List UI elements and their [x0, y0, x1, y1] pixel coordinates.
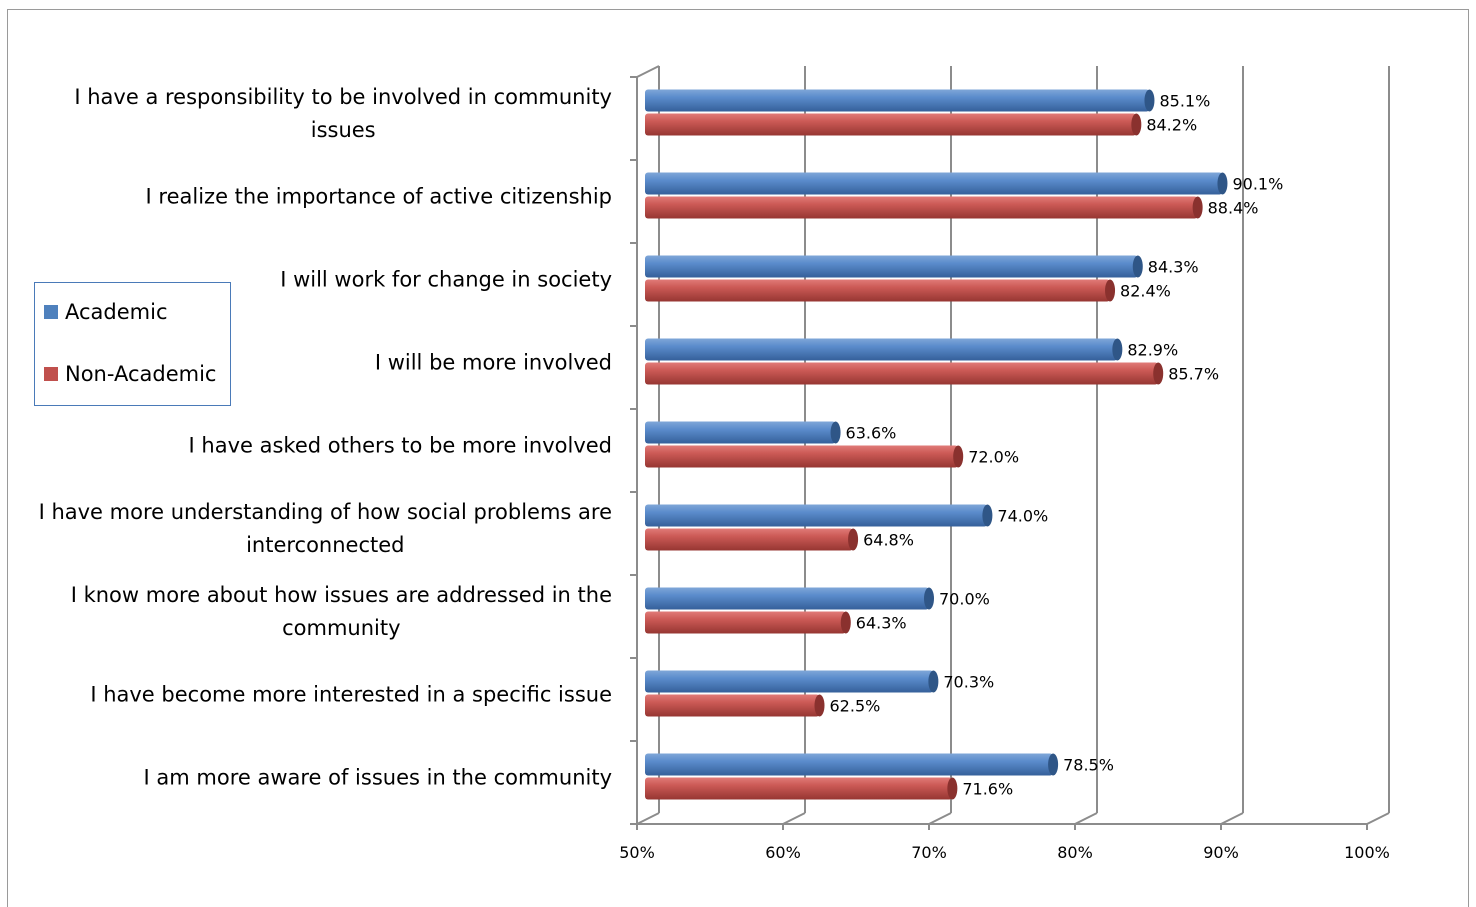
floor-line: [636, 812, 660, 825]
floor-line: [782, 812, 806, 825]
category-label: I have asked others to be more involved: [189, 434, 612, 458]
data-label: 70.3%: [943, 673, 994, 692]
labels: 50% 60% 70% 80% 90% 100% 85.1% 84.2% I have a re…: [39, 85, 1390, 862]
category-label: I know more about how issues are address…: [71, 583, 612, 607]
x-tick-label: 70%: [911, 843, 947, 862]
data-label: 85.1%: [1159, 92, 1210, 111]
legend-label-non-academic: Non-Academic: [65, 362, 217, 386]
data-label: 63.6%: [846, 424, 897, 443]
bar-end-cap: [840, 611, 851, 634]
floor-line: [1220, 812, 1244, 825]
x-tick-label: 50%: [619, 843, 655, 862]
x-tick-label: 100%: [1344, 843, 1390, 862]
data-label: 71.6%: [962, 780, 1013, 799]
bar-end-cap: [1105, 279, 1116, 302]
x-tick-label: 60%: [765, 843, 801, 862]
data-label: 64.3%: [856, 614, 907, 633]
bar-academic: [645, 338, 1118, 361]
bar-non-academic: [645, 528, 854, 551]
category-label: I realize the importance of active citiz…: [146, 185, 612, 209]
legend-item-academic: Academic: [44, 300, 168, 324]
bar-end-cap: [947, 777, 958, 800]
data-label: 84.2%: [1146, 116, 1197, 135]
bar-non-academic: [645, 362, 1159, 385]
bar-academic: [645, 172, 1223, 195]
bar-end-cap: [928, 670, 939, 693]
axes: [630, 65, 1368, 830]
bar-non-academic: [645, 611, 846, 634]
bar-end-cap: [924, 587, 934, 610]
data-label: 90.1%: [1232, 175, 1283, 194]
bar-academic: [645, 89, 1150, 112]
bar-academic: [645, 421, 836, 444]
bar-non-academic: [645, 279, 1111, 302]
data-label: 72.0%: [968, 448, 1019, 467]
data-label: 74.0%: [997, 507, 1048, 526]
category-label: I have become more interested in a speci…: [90, 683, 612, 707]
floor-line: [1366, 812, 1390, 825]
chart-frame: [7, 9, 1469, 907]
bar-end-cap: [1144, 89, 1155, 112]
bar-end-cap: [1131, 113, 1142, 136]
bar-end-cap: [1112, 338, 1123, 361]
bar-end-cap: [953, 445, 964, 468]
bar-academic: [645, 587, 929, 610]
floor-line: [1074, 812, 1098, 825]
data-label: 62.5%: [830, 697, 881, 716]
bar-academic: [645, 504, 988, 527]
bar-end-cap: [848, 528, 859, 551]
bars: [645, 89, 1228, 800]
bar-academic: [645, 670, 934, 693]
bar-academic: [645, 753, 1054, 776]
data-label: 70.0%: [939, 590, 990, 609]
bar-end-cap: [1132, 255, 1143, 278]
bar-non-academic: [645, 445, 959, 468]
legend-swatch-academic: [44, 305, 58, 319]
bar-end-cap: [1048, 753, 1059, 776]
data-label: 64.8%: [863, 531, 914, 550]
category-label: community: [282, 616, 400, 640]
x-tick-label: 90%: [1203, 843, 1239, 862]
bar-non-academic: [645, 777, 953, 800]
bar-end-cap: [982, 504, 993, 527]
data-label: 82.9%: [1127, 341, 1178, 360]
category-label: I am more aware of issues in the communi…: [144, 766, 612, 790]
category-label: interconnected: [246, 533, 404, 557]
bar-academic: [645, 255, 1138, 278]
floor-line: [928, 812, 952, 825]
category-label: issues: [311, 118, 376, 142]
legend-swatch-non-academic: [44, 367, 58, 381]
bar-non-academic: [645, 196, 1198, 219]
bar-end-cap: [1153, 362, 1164, 385]
bar-end-cap: [1217, 172, 1228, 195]
data-label: 84.3%: [1148, 258, 1199, 277]
side-wall-top: [636, 65, 660, 78]
bar-end-cap: [814, 694, 825, 717]
category-label: I will be more involved: [375, 351, 612, 375]
data-label: 82.4%: [1120, 282, 1171, 301]
category-label: I have more understanding of how social …: [39, 500, 612, 524]
data-label: 78.5%: [1063, 756, 1114, 775]
legend-item-non-academic: Non-Academic: [44, 362, 216, 386]
data-label: 88.4%: [1208, 199, 1259, 218]
bar-non-academic: [645, 113, 1137, 136]
data-label: 85.7%: [1168, 365, 1219, 384]
legend: Academic Non-Academic: [34, 282, 231, 406]
bar-end-cap: [1192, 196, 1203, 219]
bar-non-academic: [645, 694, 820, 717]
category-label: I will work for change in society: [280, 268, 612, 292]
x-tick-label: 80%: [1057, 843, 1093, 862]
legend-label-academic: Academic: [65, 300, 168, 324]
bar-end-cap: [830, 421, 841, 444]
category-label: I have a responsibility to be involved i…: [74, 85, 612, 109]
